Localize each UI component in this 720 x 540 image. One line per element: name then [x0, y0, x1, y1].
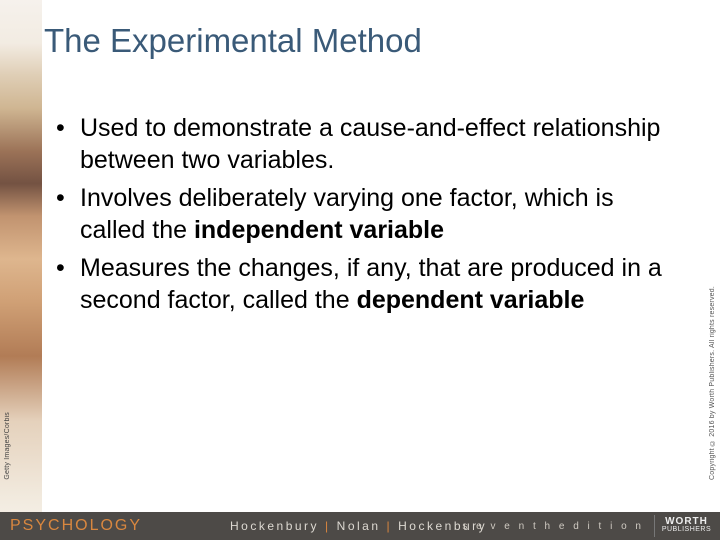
footer-subject: PSYCHOLOGY [10, 517, 142, 535]
publisher-name-bottom: PUBLISHERS [662, 526, 711, 534]
bullet-prefix: Used to demonstrate a cause-and-effect r… [80, 114, 660, 174]
bullet-marker: • [56, 112, 80, 144]
footer-bar: PSYCHOLOGY Hockenbury|Nolan|Hockenbury s… [0, 512, 720, 540]
left-image-credit: Getty Images/Corbis [4, 412, 14, 480]
bullet-marker: • [56, 182, 80, 214]
right-copyright: Copyright © 2016 by Worth Publishers. Al… [709, 286, 716, 480]
slide: Getty Images/Corbis Copyright © 2016 by … [0, 0, 720, 540]
publisher-name-top: WORTH [665, 518, 708, 526]
bullet-marker: • [56, 252, 80, 284]
bullet-item: • Involves deliberately varying one fact… [56, 182, 664, 246]
author-separator: | [381, 519, 399, 533]
bullet-text: Used to demonstrate a cause-and-effect r… [80, 112, 664, 176]
bullet-text: Involves deliberately varying one factor… [80, 182, 664, 246]
slide-title: The Experimental Method [44, 22, 422, 60]
author-separator: | [319, 519, 337, 533]
author-name: Hockenbury [230, 519, 319, 533]
footer-edition: s e v e n t h e d i t i o n [462, 521, 644, 532]
publisher-logo: WORTH PUBLISHERS [654, 515, 712, 537]
bullet-bold: independent variable [194, 216, 444, 244]
bullet-item: • Used to demonstrate a cause-and-effect… [56, 112, 664, 176]
footer-authors: Hockenbury|Nolan|Hockenbury [230, 519, 487, 533]
bullet-list: • Used to demonstrate a cause-and-effect… [56, 112, 664, 322]
bullet-item: • Measures the changes, if any, that are… [56, 252, 664, 316]
bullet-bold: dependent variable [357, 286, 585, 314]
author-name: Nolan [337, 519, 381, 533]
bullet-text: Measures the changes, if any, that are p… [80, 252, 664, 316]
